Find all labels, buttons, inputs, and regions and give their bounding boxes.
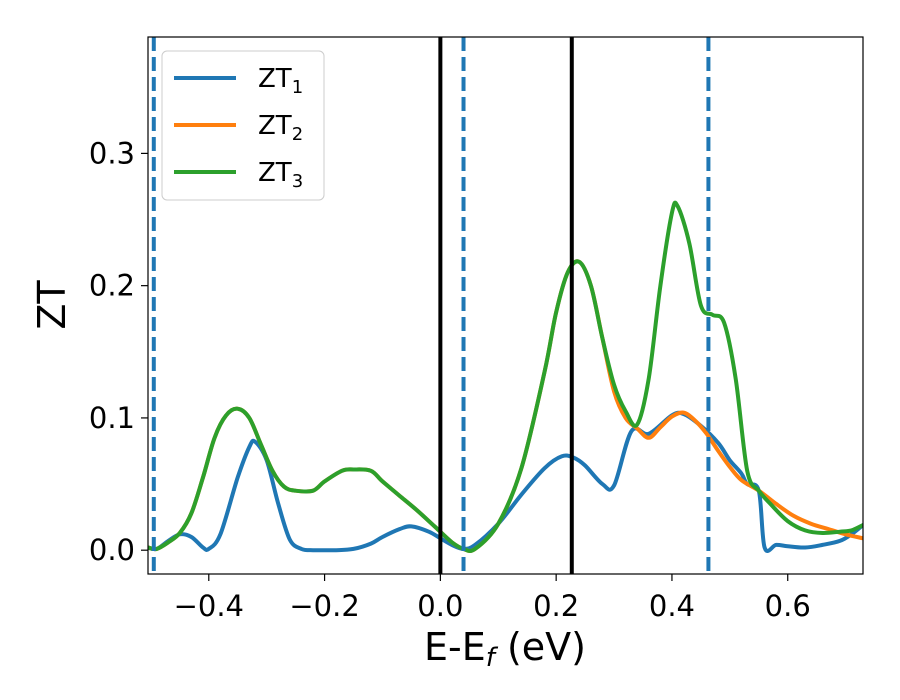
x-tick-label: 0.4 <box>649 589 695 623</box>
x-axis-title-main: E-E <box>424 625 486 669</box>
y-axis-title: ZT <box>30 280 74 330</box>
series-line-zt3 <box>148 200 863 554</box>
x-tick-label: −0.2 <box>289 589 359 623</box>
plot-frame <box>147 36 864 575</box>
x-tick-label: 0.6 <box>765 589 811 623</box>
x-tick-label: 0.2 <box>533 589 579 623</box>
legend-label-zt3: ZT3 <box>258 158 303 192</box>
legend-label-zt2: ZT2 <box>258 111 303 145</box>
legend: ZT1 ZT2 ZT3 <box>161 50 325 201</box>
x-axis-title-suffix: (eV) <box>495 625 586 669</box>
legend-box <box>161 50 325 201</box>
y-tick-label: 0.3 <box>89 136 135 170</box>
x-axis-title: E-Ef (eV) <box>424 625 586 673</box>
x-tick-label: 0.0 <box>417 589 463 623</box>
y-tick-label: 0.0 <box>89 533 135 567</box>
legend-label-zt1: ZT1 <box>258 64 303 98</box>
series-layer <box>148 200 863 554</box>
ticks: −0.4 −0.2 0.0 0.2 0.4 0.6 0.0 0.1 0.2 0.3 <box>89 136 811 623</box>
reference-lines <box>151 37 711 574</box>
y-tick-label: 0.2 <box>89 269 135 303</box>
y-tick-label: 0.1 <box>89 401 135 435</box>
x-tick-label: −0.4 <box>174 589 244 623</box>
